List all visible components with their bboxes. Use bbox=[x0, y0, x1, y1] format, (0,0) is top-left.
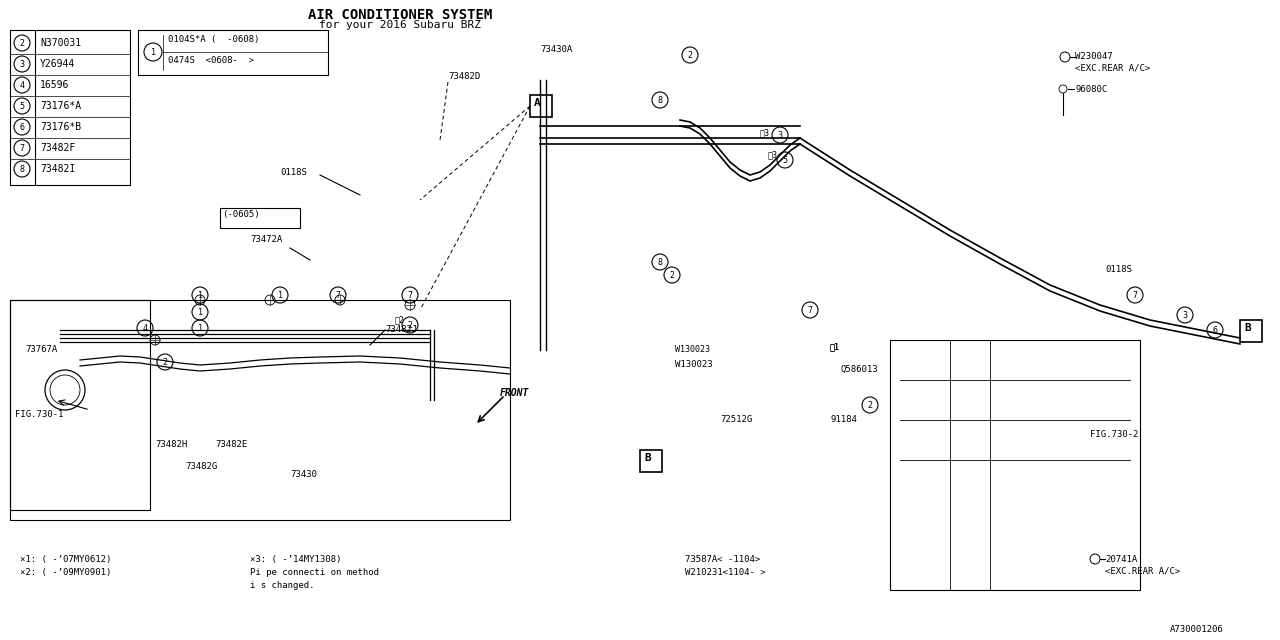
Text: for your 2016 Subaru BRZ: for your 2016 Subaru BRZ bbox=[319, 20, 481, 30]
Text: ×1: ( -’07MY0612): ×1: ( -’07MY0612) bbox=[20, 555, 111, 564]
Text: W130023: W130023 bbox=[675, 360, 713, 369]
Text: 7: 7 bbox=[1133, 291, 1138, 300]
Bar bbox=[138, 30, 328, 75]
Text: FIG.730-1: FIG.730-1 bbox=[15, 410, 64, 419]
Bar bbox=[10, 30, 131, 185]
Text: W130023: W130023 bbox=[675, 345, 710, 354]
Text: 7: 7 bbox=[808, 305, 813, 314]
Text: 16596: 16596 bbox=[40, 80, 69, 90]
Text: 2: 2 bbox=[669, 271, 675, 280]
Text: AIR CONDITIONER SYSTEM: AIR CONDITIONER SYSTEM bbox=[308, 8, 492, 22]
Text: FRONT: FRONT bbox=[500, 388, 530, 398]
Text: 2: 2 bbox=[163, 358, 168, 367]
Text: 91184: 91184 bbox=[829, 415, 856, 424]
Text: B: B bbox=[1244, 323, 1251, 333]
Text: ※1: ※1 bbox=[829, 342, 840, 351]
Text: ※2: ※2 bbox=[396, 315, 404, 324]
Text: B: B bbox=[644, 453, 650, 463]
Text: 72512G: 72512G bbox=[721, 415, 753, 424]
Text: 6: 6 bbox=[1212, 326, 1217, 335]
Text: 1: 1 bbox=[151, 47, 155, 56]
Text: 73430A: 73430A bbox=[540, 45, 572, 54]
Text: 1: 1 bbox=[197, 307, 202, 317]
Text: 73482J: 73482J bbox=[385, 325, 417, 334]
Text: 73482I: 73482I bbox=[40, 164, 76, 174]
Text: 73176*B: 73176*B bbox=[40, 122, 81, 132]
Text: 3: 3 bbox=[777, 131, 782, 140]
Text: A730001206: A730001206 bbox=[1170, 625, 1224, 634]
Text: 1: 1 bbox=[197, 291, 202, 300]
Text: 5: 5 bbox=[782, 156, 787, 164]
Text: (-0605): (-0605) bbox=[221, 210, 260, 219]
Bar bbox=[10, 300, 509, 520]
Text: i s changed.: i s changed. bbox=[250, 581, 315, 590]
Text: 73587A< -1104>: 73587A< -1104> bbox=[685, 555, 760, 564]
Text: 3: 3 bbox=[1183, 310, 1188, 319]
Text: 73482G: 73482G bbox=[186, 462, 218, 471]
Text: 8: 8 bbox=[19, 164, 24, 173]
Text: 0474S  <0608-  >: 0474S <0608- > bbox=[168, 56, 253, 65]
Text: W230047: W230047 bbox=[1075, 52, 1112, 61]
Text: 20741A: 20741A bbox=[1105, 555, 1137, 564]
Text: FIG.730-2: FIG.730-2 bbox=[1091, 430, 1138, 439]
Text: 8: 8 bbox=[658, 95, 663, 104]
Text: <EXC.REAR A/C>: <EXC.REAR A/C> bbox=[1105, 566, 1180, 575]
Text: 2: 2 bbox=[687, 51, 692, 60]
Text: 4: 4 bbox=[19, 81, 24, 90]
Text: 73482D: 73482D bbox=[448, 72, 480, 81]
Text: ×3: ( -’14MY1308): ×3: ( -’14MY1308) bbox=[250, 555, 342, 564]
Text: ×2: ( -’09MY0901): ×2: ( -’09MY0901) bbox=[20, 568, 111, 577]
Text: 5: 5 bbox=[19, 102, 24, 111]
Text: 0104S*A (  -0608): 0104S*A ( -0608) bbox=[168, 35, 260, 44]
Text: 73482H: 73482H bbox=[155, 440, 187, 449]
Bar bbox=[220, 208, 300, 228]
Text: ※3: ※3 bbox=[768, 150, 778, 159]
Text: Q586013: Q586013 bbox=[840, 365, 878, 374]
Text: 8: 8 bbox=[658, 257, 663, 266]
Text: 73482E: 73482E bbox=[215, 440, 247, 449]
Text: 2: 2 bbox=[19, 38, 24, 47]
Text: 73176*A: 73176*A bbox=[40, 101, 81, 111]
Text: 7: 7 bbox=[335, 291, 340, 300]
Text: Pi pe connecti on method: Pi pe connecti on method bbox=[250, 568, 379, 577]
Text: 73767A: 73767A bbox=[26, 345, 58, 354]
Text: A: A bbox=[534, 98, 540, 108]
Text: ※1: ※1 bbox=[829, 342, 840, 351]
Text: 1: 1 bbox=[278, 291, 283, 300]
Text: 2: 2 bbox=[407, 321, 412, 330]
Text: 2: 2 bbox=[868, 401, 873, 410]
Bar bbox=[530, 95, 552, 117]
Text: 3: 3 bbox=[19, 60, 24, 68]
Bar bbox=[1240, 320, 1262, 342]
Bar bbox=[10, 300, 150, 510]
Bar bbox=[640, 450, 662, 472]
Text: 73430: 73430 bbox=[291, 470, 317, 479]
Text: 4: 4 bbox=[142, 323, 147, 333]
Text: <EXC.REAR A/C>: <EXC.REAR A/C> bbox=[1075, 63, 1151, 72]
Text: ※3: ※3 bbox=[760, 128, 771, 137]
Bar bbox=[890, 340, 1140, 590]
Text: 73472A: 73472A bbox=[250, 235, 283, 244]
Text: W210231<1104- >: W210231<1104- > bbox=[685, 568, 765, 577]
Text: 0118S: 0118S bbox=[280, 168, 307, 177]
Text: 6: 6 bbox=[19, 122, 24, 131]
Text: 0118S: 0118S bbox=[1105, 265, 1132, 274]
Text: Y26944: Y26944 bbox=[40, 59, 76, 69]
Text: 7: 7 bbox=[407, 291, 412, 300]
Text: 96080C: 96080C bbox=[1075, 85, 1107, 94]
Text: 7: 7 bbox=[19, 143, 24, 152]
Text: N370031: N370031 bbox=[40, 38, 81, 48]
Text: 73482F: 73482F bbox=[40, 143, 76, 153]
Text: 1: 1 bbox=[197, 323, 202, 333]
